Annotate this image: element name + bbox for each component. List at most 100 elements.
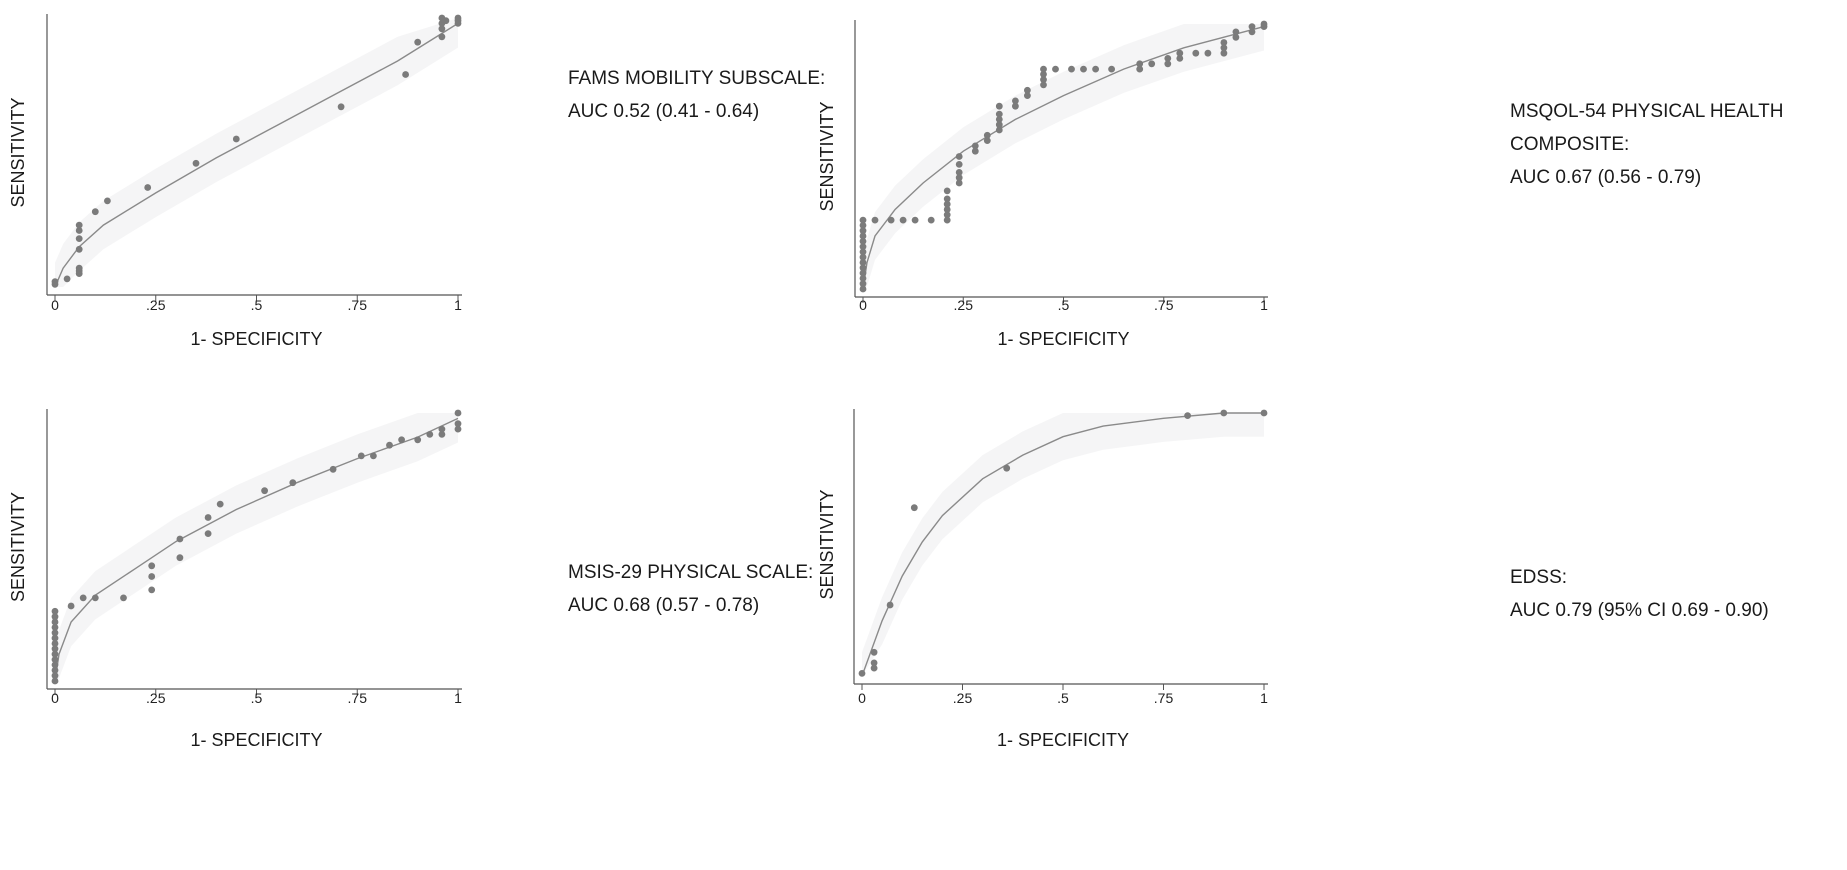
x-axis-label: 1- SPECIFICITY <box>190 730 322 750</box>
panel-label-line: AUC 0.68 (0.57 - 0.78) <box>568 595 759 616</box>
data-point <box>955 153 963 160</box>
data-point <box>1164 55 1172 62</box>
data-point <box>858 670 866 677</box>
x-tick-label: .25 <box>146 297 166 313</box>
confidence-band <box>55 18 458 287</box>
data-point <box>204 530 212 537</box>
data-point <box>148 586 156 594</box>
data-point <box>1184 412 1191 419</box>
data-point <box>859 237 867 245</box>
data-point <box>995 126 1003 134</box>
x-tick-label: 1 <box>1260 690 1268 706</box>
data-point <box>261 487 268 495</box>
panel-label-line: MSQOL-54 PHYSICAL HEALTH <box>1510 101 1783 122</box>
data-point <box>859 269 867 277</box>
x-tick-label: .75 <box>1154 690 1174 706</box>
data-point <box>176 535 184 543</box>
data-point <box>1012 102 1019 110</box>
data-point <box>91 208 99 216</box>
data-point <box>51 278 59 285</box>
x-tick-label: .75 <box>348 690 368 706</box>
data-point <box>1164 60 1172 68</box>
y-axis-label: SENSITIVITY <box>8 97 28 207</box>
data-point <box>995 121 1003 129</box>
x-tick-label: .5 <box>1058 297 1070 313</box>
data-point <box>1092 65 1099 73</box>
roc-panel-top-right: 0 .25 .5 .75 1 1- SPECIFICITY SENSITIVITY MSQOL… <box>817 20 1783 349</box>
data-point <box>454 420 462 428</box>
data-point <box>943 195 951 203</box>
data-point <box>438 25 446 33</box>
x-tick-label: .5 <box>1057 690 1069 706</box>
data-point <box>1068 65 1075 73</box>
panel-label-line: AUC 0.79 (95% CI 0.69 - 0.90) <box>1510 600 1769 621</box>
data-point <box>357 452 365 460</box>
panel-label-line: COMPOSITE: <box>1510 134 1629 155</box>
data-point <box>216 500 224 508</box>
data-point <box>859 216 867 224</box>
data-point <box>51 640 59 647</box>
data-point <box>899 216 907 224</box>
data-point <box>75 221 83 229</box>
data-point <box>886 601 894 609</box>
data-point <box>1080 65 1087 73</box>
data-point <box>370 452 377 460</box>
roc-panel-top-left: 0 .25 .5 .75 1 1- SPECIFICITY SENSITIVITY FAMS … <box>8 14 825 349</box>
data-point <box>51 672 59 679</box>
data-point <box>51 613 59 621</box>
data-point <box>971 147 979 155</box>
x-tick-label: 0 <box>51 297 59 313</box>
data-point <box>1012 97 1019 105</box>
data-point <box>927 216 935 224</box>
panel-label-line: EDSS: <box>1510 567 1567 588</box>
data-point <box>120 594 127 602</box>
data-point <box>51 624 59 631</box>
data-point <box>1220 409 1228 417</box>
data-point <box>414 436 422 444</box>
data-point <box>75 264 83 272</box>
panel-label-line: AUC 0.52 (0.41 - 0.64) <box>568 101 759 122</box>
data-point <box>414 38 422 46</box>
panel-label-line: FAMS MOBILITY SUBSCALE: <box>568 68 825 89</box>
data-point <box>1040 70 1047 78</box>
data-point <box>859 227 867 235</box>
x-tick-label: .25 <box>146 690 166 706</box>
data-point <box>398 436 405 444</box>
data-point <box>454 14 462 22</box>
data-point <box>943 216 951 224</box>
data-point <box>1052 65 1059 73</box>
x-tick-label: .75 <box>1154 297 1174 313</box>
data-point <box>943 211 951 219</box>
data-point <box>51 650 59 658</box>
data-point <box>51 666 59 674</box>
y-axis-label: SENSITIVITY <box>817 489 837 599</box>
data-point <box>1136 65 1144 73</box>
roc-panel-bottom-right: 0 .25 .5 .75 1 1- SPECIFICITY SENSITIVITY EDSS:… <box>817 409 1769 750</box>
data-point <box>971 142 979 150</box>
data-point <box>983 131 991 139</box>
data-point <box>1260 409 1268 417</box>
data-point <box>859 222 867 229</box>
data-point <box>329 465 337 473</box>
data-point <box>859 275 867 282</box>
data-point <box>454 425 462 433</box>
data-point <box>289 479 297 487</box>
data-point <box>79 594 87 602</box>
data-point <box>386 441 393 449</box>
x-tick-label: 0 <box>858 690 866 706</box>
data-point <box>91 594 99 602</box>
roc-panel-bottom-left: 0 .25 .5 .75 1 1- SPECIFICITY SENSITIVITY MSIS-… <box>8 409 813 750</box>
data-point <box>1003 464 1011 472</box>
data-point <box>51 618 59 626</box>
x-axis-label: 1- SPECIFICITY <box>997 730 1129 750</box>
data-point <box>1204 49 1212 57</box>
data-point <box>442 17 450 25</box>
data-point <box>1176 49 1184 57</box>
data-point <box>1040 65 1047 73</box>
data-point <box>859 248 867 256</box>
x-axis-label: 1- SPECIFICITY <box>997 329 1129 349</box>
x-tick-label: 0 <box>859 297 867 313</box>
data-point <box>1248 23 1256 30</box>
data-point <box>51 607 59 615</box>
